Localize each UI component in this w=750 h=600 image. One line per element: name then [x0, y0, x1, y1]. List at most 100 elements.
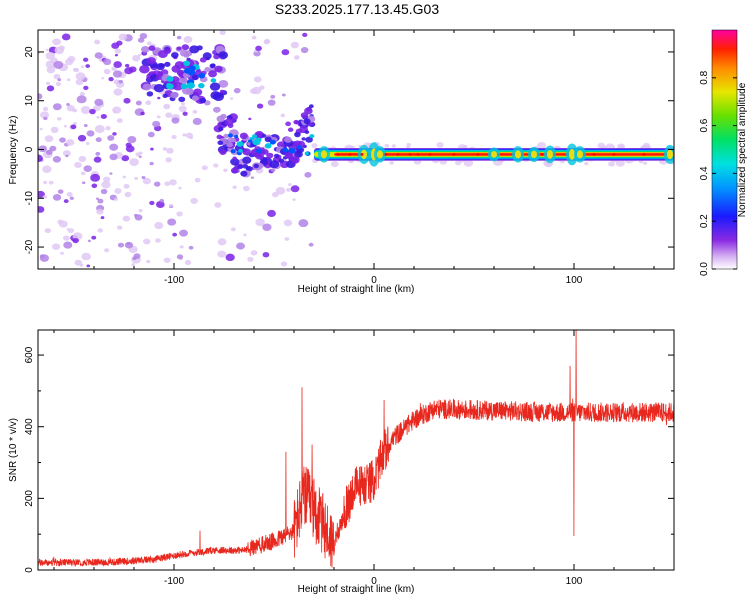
spectral-blob	[153, 83, 165, 93]
spectral-blob	[101, 180, 111, 189]
spectral-blob	[103, 176, 111, 183]
spectral-blob	[97, 198, 104, 204]
spectral-blob	[89, 108, 96, 115]
spectral-blob	[153, 181, 161, 187]
spectral-blob	[262, 251, 270, 258]
spectral-blob	[46, 66, 56, 74]
spectral-blob	[66, 104, 75, 112]
y-tick-label: -20	[24, 239, 35, 254]
band-bump-core	[377, 150, 383, 159]
spectral-blob	[57, 78, 62, 82]
spectral-blob	[278, 158, 285, 163]
spectral-blob	[44, 228, 52, 234]
spectral-blob	[304, 151, 309, 156]
snr-series-line	[38, 330, 674, 568]
spectral-blob	[97, 228, 103, 233]
spectral-blob	[96, 208, 104, 215]
band-dot	[612, 152, 616, 156]
spectral-blob	[49, 145, 57, 152]
spectral-blob	[51, 243, 61, 251]
spectral-blob	[109, 143, 119, 151]
spectral-blob	[229, 97, 234, 100]
spectral-blob	[181, 44, 190, 51]
snr-ticks: -100 0 100 0 200 400 600	[24, 330, 674, 587]
spectral-blob	[137, 37, 145, 43]
spectral-blob	[217, 238, 227, 246]
spectral-blob	[226, 141, 233, 148]
spectral-blob	[309, 134, 315, 139]
spectral-blob	[284, 152, 293, 159]
spectral-blob	[66, 139, 75, 146]
spectral-blob	[176, 211, 183, 217]
spectral-blob	[224, 118, 234, 126]
spectral-blob	[290, 156, 300, 164]
spectral-blob	[57, 219, 64, 225]
spectral-blob	[65, 58, 74, 66]
spectral-blob	[87, 239, 91, 243]
band-dot	[408, 152, 412, 156]
spectral-blob	[192, 88, 203, 96]
spectral-blob	[101, 76, 105, 80]
colorbar: 0.0 0.2 0.4 0.6 0.8 Normalized spectral ampl…	[699, 29, 748, 276]
spectral-blob	[166, 82, 171, 87]
spectral-blob	[123, 97, 131, 104]
y-tick-label: 20	[24, 46, 35, 58]
band-bump-core	[491, 150, 497, 158]
spectral-blob	[171, 134, 177, 140]
y-tick-label: 600	[24, 346, 35, 363]
spectral-blob	[184, 260, 192, 266]
spectral-blob	[256, 148, 263, 154]
spectral-blob	[63, 199, 69, 204]
spectral-blob	[267, 209, 276, 218]
spectral-blob	[584, 161, 589, 166]
spectral-blob	[43, 180, 48, 185]
spectral-blob	[149, 161, 154, 166]
spectral-blob	[163, 103, 171, 110]
spectral-blob	[162, 147, 168, 151]
band-bump-core	[321, 150, 327, 159]
spectral-blob	[154, 221, 164, 230]
spectral-blob	[269, 139, 276, 145]
spectral-blob	[186, 82, 195, 89]
y-tick-label: 0	[24, 567, 35, 573]
spectral-blob	[52, 155, 62, 163]
spectral-blob	[239, 132, 248, 140]
spectral-blob	[145, 100, 152, 106]
spectral-blob	[104, 248, 110, 253]
spectral-blob	[201, 165, 208, 171]
colorbar-tick-label: 0.8	[699, 70, 710, 84]
band-bump-core	[577, 150, 583, 159]
spectral-blob	[109, 153, 118, 161]
spectral-blob	[183, 36, 193, 44]
spectral-blob	[155, 63, 165, 71]
spectral-blob	[56, 116, 62, 121]
spectral-blob	[171, 65, 181, 73]
spectral-blob	[105, 126, 111, 131]
band-dot	[336, 152, 340, 156]
spectral-blob	[94, 39, 101, 45]
spectral-blob	[100, 216, 105, 220]
spectral-blob	[252, 134, 258, 139]
spectral-blob	[113, 88, 123, 96]
spectral-blob	[38, 206, 45, 213]
spectral-blob	[284, 237, 290, 241]
spectral-blob	[304, 172, 312, 178]
spectral-blob	[55, 82, 61, 87]
band-dot	[396, 152, 400, 156]
spectral-blob	[198, 72, 206, 79]
spectral-blob	[45, 60, 56, 69]
spectral-blob	[69, 196, 74, 200]
spectral-blob	[192, 109, 198, 114]
spectral-blob	[152, 49, 158, 54]
spectral-blob	[124, 67, 134, 75]
spectral-blob	[52, 194, 62, 201]
spectral-blob	[199, 57, 207, 63]
spectral-blob	[150, 147, 154, 151]
spectral-blob	[122, 215, 131, 222]
spectral-blob	[256, 103, 264, 109]
spectral-blob	[57, 189, 64, 194]
spectral-blob	[251, 35, 257, 40]
spectral-blob	[597, 142, 606, 149]
